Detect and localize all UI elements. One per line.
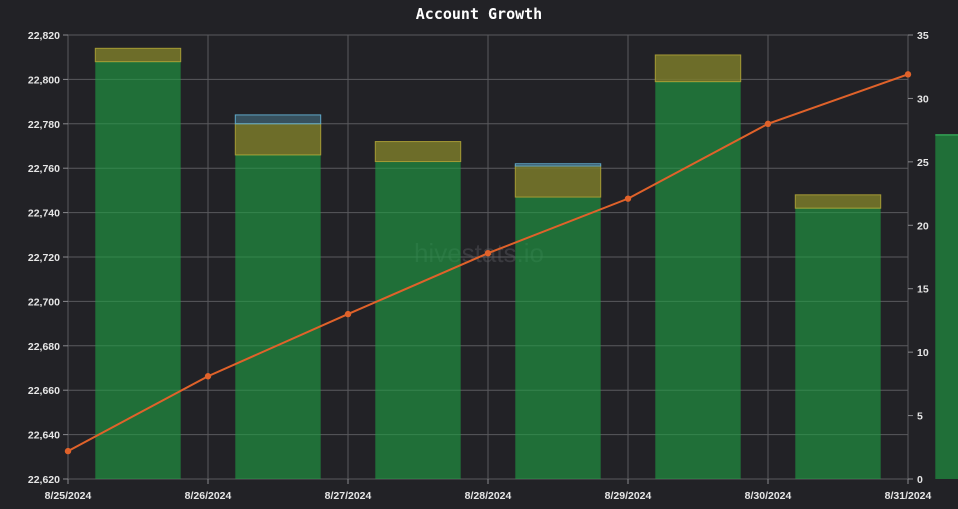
- bar-base: [235, 154, 321, 479]
- bar-base: [95, 61, 181, 479]
- x-tick-label: 8/28/2024: [465, 490, 512, 502]
- y-left-tick-label: 22,780: [28, 119, 60, 131]
- bar-upper: [94, 47, 182, 63]
- y-right-tick-label: 20: [917, 220, 929, 232]
- bar-cap: [234, 114, 322, 125]
- axes: 22,620 22,640 22,660 22,680 22,700 22,720 22,7…: [28, 30, 932, 502]
- bar-base: [935, 134, 958, 479]
- bar-upper: [234, 123, 322, 156]
- y-right-tick-label: 25: [917, 157, 929, 169]
- x-tick-label: 8/29/2024: [605, 490, 652, 502]
- y-left-tick-label: 22,660: [28, 385, 60, 397]
- bars: [94, 47, 958, 480]
- grid-lines: [67, 34, 909, 480]
- y-right-tick-label: 5: [917, 411, 923, 423]
- line-point: [344, 310, 352, 318]
- line-point: [624, 195, 632, 202]
- line-point: [904, 71, 912, 78]
- bar-upper: [794, 194, 882, 209]
- y-right-tick-label: 35: [917, 30, 929, 42]
- x-tick-label: 8/26/2024: [185, 490, 232, 502]
- line-point: [204, 373, 212, 380]
- y-right-tick-label: 30: [917, 93, 929, 105]
- y-left-tick-label: 22,720: [28, 252, 60, 264]
- line-point: [64, 447, 72, 455]
- y-right-tick-label: 10: [917, 347, 929, 359]
- bar-upper: [514, 165, 602, 198]
- y-left-tick-label: 22,800: [28, 74, 60, 86]
- bar-base: [375, 161, 461, 480]
- line-series: [64, 71, 912, 455]
- x-tick-label: 8/25/2024: [45, 490, 92, 502]
- y-left-tick-label: 22,680: [28, 341, 60, 353]
- x-tick-label: 8/30/2024: [745, 490, 792, 502]
- line-point: [764, 120, 772, 128]
- y-right-tick-label: 0: [917, 474, 923, 486]
- y-left-tick-label: 22,700: [28, 296, 60, 308]
- bar-base: [795, 208, 881, 479]
- x-tick-label: 8/27/2024: [325, 490, 372, 502]
- y-left-tick-label: 22,760: [28, 163, 60, 175]
- x-tick-label: 8/31/2024: [885, 490, 932, 502]
- y-left-tick-label: 22,740: [28, 208, 60, 220]
- bar-upper: [374, 141, 462, 163]
- y-left-tick-label: 22,620: [28, 474, 60, 486]
- bar-cap: [514, 163, 602, 167]
- bar-base: [515, 197, 601, 479]
- bar-base: [655, 81, 741, 480]
- y-left-tick-label: 22,820: [28, 30, 60, 42]
- bar-upper: [654, 54, 742, 83]
- y-left-tick-label: 22,640: [28, 430, 60, 442]
- y-right-tick-label: 15: [917, 284, 929, 296]
- chart-title: Account Growth: [416, 5, 542, 23]
- line-point: [484, 249, 492, 257]
